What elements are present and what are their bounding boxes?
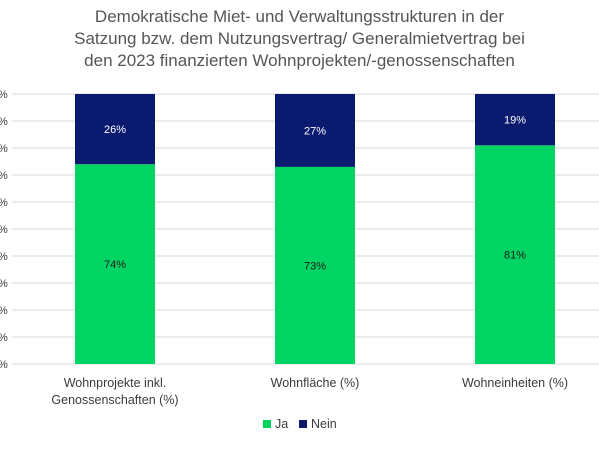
legend-label-nein: Nein [311,417,337,431]
y-tick-label: % [0,278,8,290]
y-tick-label: % [0,89,8,101]
chart-title-line-2: Satzung bzw. dem Nutzungsvertrag/ Genera… [74,29,525,48]
chart-title-line-1: Demokratische Miet- und Verwaltungsstruk… [94,7,505,26]
legend-label-ja: Ja [275,417,288,431]
y-tick-label: % [0,170,8,182]
data-label: 26% [104,124,126,136]
legend: Ja Nein [263,417,337,431]
y-tick-label: % [0,251,8,263]
bar-segment-nein [75,94,155,165]
data-label: 27% [304,125,326,137]
legend-swatch-nein [299,420,307,428]
data-label: 19% [504,115,526,127]
bar-segment-ja [475,145,555,364]
y-axis-tick-labels: %%%%%%%%%%% [0,89,8,371]
y-tick-label: % [0,143,8,155]
data-labels: 74% 26% 73% 27% 81% 19% [104,115,526,273]
y-tick-label: % [0,197,8,209]
y-tick-label: % [0,305,8,317]
y-tick-label: % [0,332,8,344]
chart-title: Demokratische Miet- und Verwaltungsstruk… [0,6,599,72]
bar-segment-ja [275,166,355,364]
category-label: Genossenschaften (%) [51,393,178,407]
bar-segment-nein [275,94,355,167]
data-label: 74% [104,259,126,271]
x-axis-category-labels: Wohnprojekte inkl. Genossenschaften (%) Wo… [51,376,568,407]
data-label: 73% [304,260,326,272]
y-tick-label: % [0,224,8,236]
legend-swatch-ja [263,420,271,428]
y-tick-label: % [0,116,8,128]
bar-segment-ja [75,164,155,364]
category-label: Wohnprojekte inkl. [64,376,167,390]
data-label: 81% [504,250,526,262]
bars [75,94,555,364]
y-tick-label: % [0,359,8,371]
chart-title-line-3: den 2023 finanzierten Wohnprojekten/-gen… [84,51,515,70]
category-label: Wohnfläche (%) [271,376,360,390]
category-label: Wohneinheiten (%) [462,376,568,390]
bar-segment-nein [475,94,555,146]
